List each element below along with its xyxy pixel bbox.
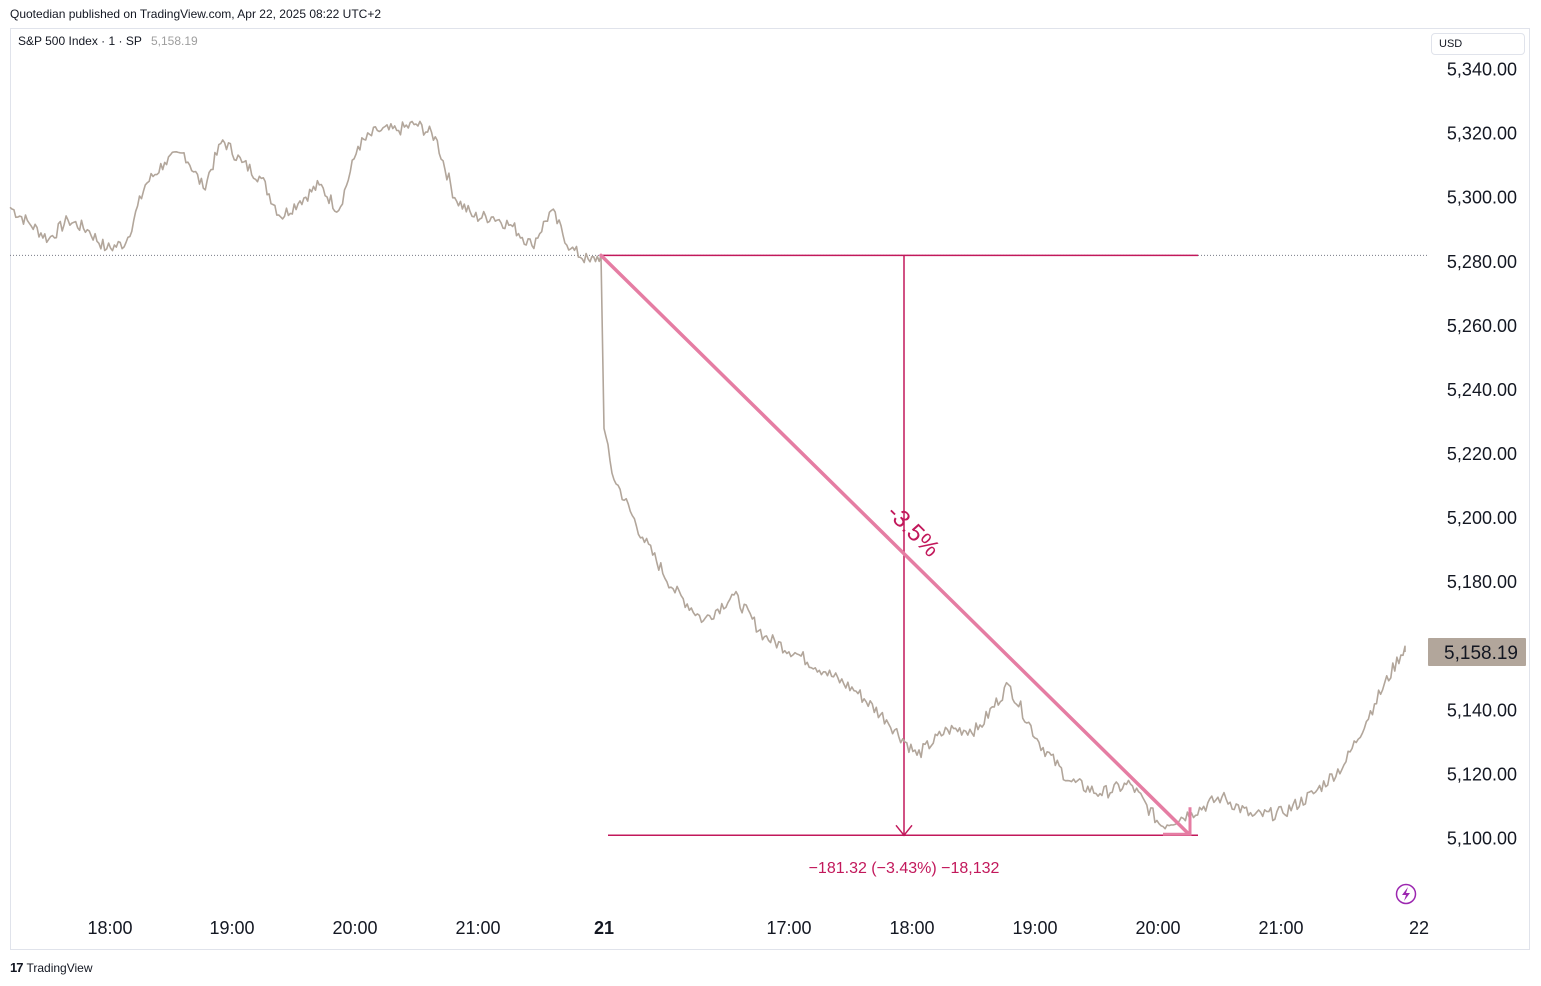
price-tick-label: 5,120.00 (1447, 764, 1517, 784)
lightning-icon[interactable] (1395, 883, 1417, 905)
trend-arrow-line (599, 253, 1190, 836)
price-tick-label: 5,320.00 (1447, 124, 1517, 144)
time-tick-label: 20:00 (332, 918, 377, 938)
price-tick-label: 5,220.00 (1447, 444, 1517, 464)
tradingview-logo-icon: 17 (10, 960, 24, 975)
price-tick-label: 5,240.00 (1447, 380, 1517, 400)
price-tick-label: 5,280.00 (1447, 252, 1517, 272)
price-tick-label: 5,300.00 (1447, 188, 1517, 208)
price-tick-label: 5,340.00 (1447, 60, 1517, 80)
price-tick-label: 5,200.00 (1447, 508, 1517, 528)
publisher-caption: Quotedian published on TradingView.com, … (10, 7, 382, 21)
price-tick-label: 5,140.00 (1447, 700, 1517, 720)
replay-button-layer (1395, 883, 1417, 905)
tradingview-brand: TradingView (26, 960, 93, 975)
tradingview-footer[interactable]: 17 TradingView (10, 960, 93, 975)
trend-arrow-head-icon (1163, 807, 1192, 836)
time-tick-label: 22 (1409, 918, 1429, 938)
time-tick-label: 21:00 (455, 918, 500, 938)
time-axis: 18:00 19:00 20:00 21:00 21 17:00 18:00 19:00 20:… (87, 918, 1429, 938)
chart-frame (10, 28, 1530, 950)
last-price-badge: 5,158.19 (1428, 638, 1526, 667)
time-tick-label: 19:00 (1012, 918, 1057, 938)
price-axis: 5,340.00 5,320.00 5,300.00 5,280.00 5,260.00… (1447, 60, 1517, 849)
measure-arrow-head-icon (895, 824, 913, 837)
symbol-legend[interactable]: S&P 500 Index · 1 · SP 5,158.19 (18, 34, 198, 48)
last-price-label: 5,158.19 (1444, 643, 1518, 664)
time-tick-label: 18:00 (889, 918, 934, 938)
measure-label: −181.32 (−3.43%) −18,132 (809, 860, 1000, 877)
time-tick-label: 21:00 (1258, 918, 1303, 938)
percent-change-label: -3.5% (881, 499, 944, 562)
last-price-badge-bg (1428, 638, 1526, 667)
lightning-icon-bolt (1402, 887, 1410, 901)
price-tick-label: 5,100.00 (1447, 829, 1517, 849)
price-line-layer (9, 120, 1406, 830)
measure-tool: −181.32 (−3.43%) −18,132 (601, 254, 1198, 877)
time-tick-label: 21 (594, 918, 614, 938)
time-tick-label: 17:00 (766, 918, 811, 938)
price-tick-label: 5,180.00 (1447, 572, 1517, 592)
currency-selector[interactable]: USD (1431, 33, 1525, 55)
symbol-name: S&P 500 Index · 1 · SP (18, 34, 142, 48)
price-series-line (9, 120, 1406, 830)
trend-arrow-layer: -3.5% (599, 253, 1192, 836)
symbol-last-value: 5,158.19 (150, 34, 198, 48)
time-tick-label: 19:00 (209, 918, 254, 938)
price-tick-label: 5,260.00 (1447, 316, 1517, 336)
time-tick-label: 18:00 (87, 918, 132, 938)
lightning-icon-ring (1395, 883, 1417, 905)
time-tick-label: 20:00 (1135, 918, 1180, 938)
